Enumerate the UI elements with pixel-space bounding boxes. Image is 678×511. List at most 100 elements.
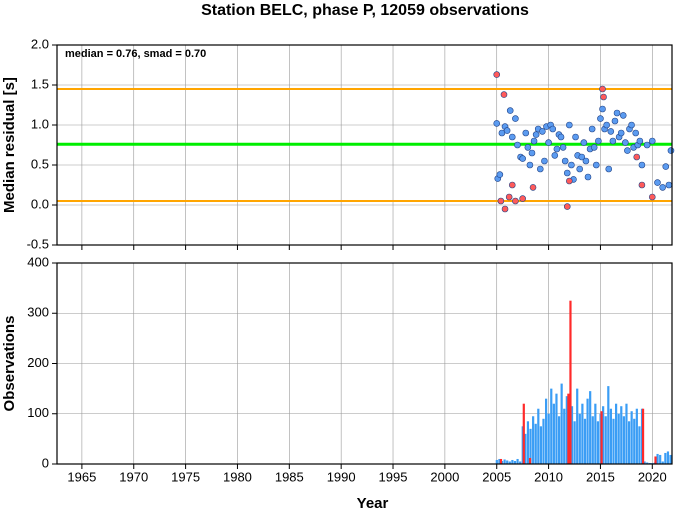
data-point bbox=[605, 165, 613, 173]
bar bbox=[635, 408, 638, 464]
bar bbox=[503, 459, 506, 464]
bar bbox=[526, 421, 530, 464]
data-point bbox=[512, 197, 519, 205]
y-tick-label: 200 bbox=[27, 355, 49, 370]
data-point bbox=[514, 141, 521, 149]
bar bbox=[641, 408, 645, 464]
data-point bbox=[566, 121, 573, 129]
data-point bbox=[512, 115, 519, 122]
bar bbox=[552, 403, 555, 464]
data-point bbox=[662, 163, 670, 170]
bar bbox=[596, 421, 600, 464]
data-point bbox=[549, 125, 557, 133]
data-point bbox=[522, 129, 530, 137]
bar bbox=[563, 408, 566, 464]
y-tick-label: 0.0 bbox=[31, 196, 49, 211]
bar bbox=[519, 461, 522, 464]
bar bbox=[516, 458, 519, 464]
data-point bbox=[557, 133, 565, 141]
bar bbox=[630, 411, 633, 464]
data-point bbox=[493, 120, 501, 127]
bar bbox=[633, 418, 636, 464]
data-point bbox=[528, 149, 536, 157]
bar bbox=[532, 416, 535, 464]
bar bbox=[565, 396, 568, 464]
bar bbox=[589, 391, 592, 464]
y-tick-label: 400 bbox=[27, 254, 49, 269]
bar bbox=[643, 461, 646, 464]
bar bbox=[612, 418, 615, 464]
data-point bbox=[582, 157, 590, 165]
bar bbox=[573, 421, 576, 464]
data-point bbox=[590, 144, 598, 151]
data-point bbox=[611, 117, 619, 125]
data-point bbox=[561, 157, 569, 165]
bar bbox=[609, 408, 613, 464]
bar bbox=[522, 403, 525, 464]
data-point bbox=[524, 144, 532, 151]
data-point bbox=[505, 193, 513, 201]
data-point bbox=[545, 139, 552, 146]
bar bbox=[529, 428, 532, 464]
x-tick-label: 2010 bbox=[534, 469, 563, 484]
y-axis-label: Median residual [s] bbox=[1, 77, 18, 213]
data-point bbox=[563, 203, 571, 210]
data-point bbox=[508, 133, 516, 141]
x-tick-label: 1965 bbox=[67, 469, 96, 484]
data-point bbox=[643, 141, 651, 149]
data-point bbox=[624, 147, 631, 154]
bar bbox=[659, 454, 662, 464]
data-point bbox=[654, 179, 661, 186]
data-point bbox=[595, 137, 602, 145]
x-tick-label: 1995 bbox=[379, 469, 408, 484]
data-point bbox=[633, 153, 641, 161]
data-point bbox=[609, 137, 617, 145]
data-point bbox=[628, 121, 635, 129]
bar bbox=[560, 383, 563, 464]
bar bbox=[654, 456, 657, 464]
annotation: median = 0.76, smad = 0.70 bbox=[65, 48, 206, 60]
bar bbox=[604, 416, 607, 464]
data-point bbox=[559, 144, 567, 151]
data-point bbox=[563, 169, 571, 177]
data-point bbox=[493, 71, 501, 78]
bar bbox=[547, 413, 550, 464]
data-point bbox=[622, 139, 629, 146]
bar bbox=[591, 416, 594, 464]
data-point bbox=[638, 161, 646, 169]
data-point bbox=[568, 161, 575, 169]
bar bbox=[638, 426, 641, 464]
data-point bbox=[519, 195, 526, 202]
y-tick-label: 0.5 bbox=[31, 156, 49, 171]
y-tick-label: 1.0 bbox=[31, 116, 49, 131]
data-point bbox=[603, 121, 610, 129]
data-point bbox=[648, 193, 656, 201]
data-point bbox=[599, 105, 606, 113]
data-point bbox=[599, 85, 606, 93]
bar bbox=[666, 451, 670, 464]
bar bbox=[499, 458, 503, 464]
bar bbox=[581, 403, 584, 464]
plot-frame bbox=[56, 262, 673, 465]
bar bbox=[567, 393, 570, 464]
data-point bbox=[529, 184, 537, 191]
data-point bbox=[600, 93, 607, 101]
x-axis-label: Year bbox=[357, 495, 389, 511]
x-tick-label: 2020 bbox=[638, 469, 667, 484]
bar bbox=[607, 386, 610, 464]
data-point bbox=[584, 173, 592, 181]
x-tick-label: 1980 bbox=[223, 469, 252, 484]
bar bbox=[576, 388, 579, 464]
bar bbox=[586, 398, 589, 464]
data-point bbox=[580, 139, 588, 146]
bar bbox=[664, 452, 667, 464]
data-point bbox=[648, 137, 656, 145]
data-point bbox=[532, 131, 540, 138]
data-point bbox=[613, 109, 621, 117]
x-tick-label: 2005 bbox=[482, 469, 511, 484]
bar bbox=[646, 462, 649, 464]
chart-title: Station BELC, phase P, 12059 observation… bbox=[201, 2, 529, 19]
x-tick-label: 1990 bbox=[327, 469, 356, 484]
